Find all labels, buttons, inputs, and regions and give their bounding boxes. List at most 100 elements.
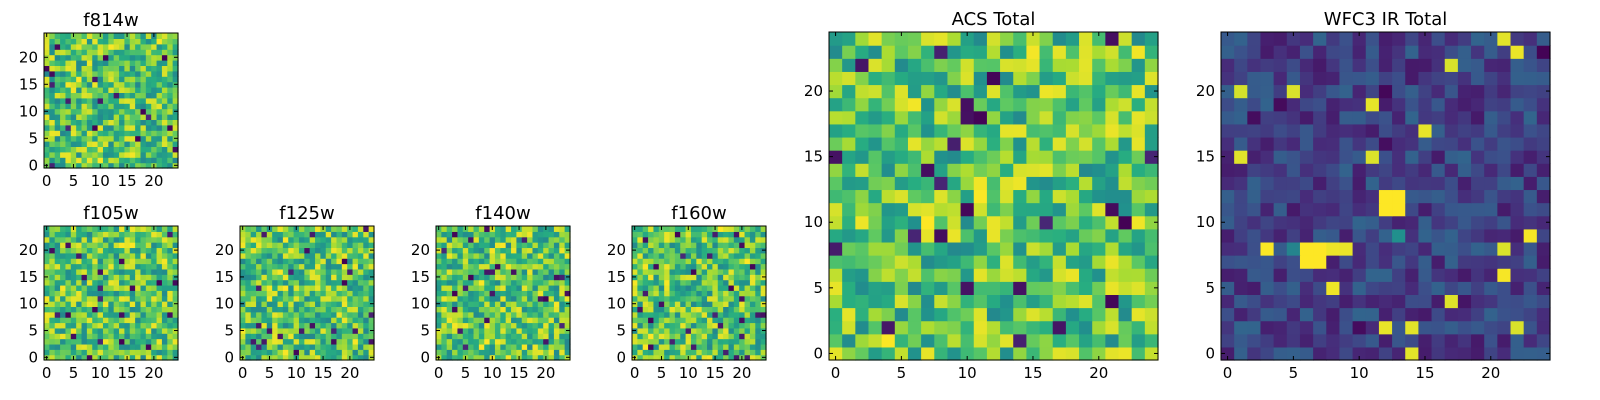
heatmap-cell xyxy=(446,295,453,302)
heatmap-cell xyxy=(947,294,962,309)
heatmap-cell xyxy=(277,284,284,291)
heatmap-cell xyxy=(516,247,523,254)
heatmap-cell xyxy=(1484,71,1498,86)
heatmap-cell xyxy=(527,247,534,254)
heatmap-cell xyxy=(1092,84,1106,99)
heatmap-cell xyxy=(97,290,104,297)
heatmap-cell xyxy=(484,252,491,259)
heatmap-cell xyxy=(717,242,724,249)
heatmap-cell xyxy=(1536,150,1551,164)
heatmap-cell xyxy=(921,58,935,72)
heatmap-cell xyxy=(1052,268,1067,282)
heatmap-cell xyxy=(680,247,687,254)
heatmap-cell xyxy=(921,189,935,204)
heatmap-cell xyxy=(76,322,83,329)
heatmap-cell xyxy=(135,38,142,45)
heatmap-cell xyxy=(1484,110,1498,125)
heatmap-cell xyxy=(357,317,364,324)
heatmap-cell xyxy=(1273,333,1288,348)
y-tick-label: 5 xyxy=(28,129,38,147)
heatmap-cell xyxy=(245,333,252,340)
heatmap-cell xyxy=(733,279,740,286)
heatmap-cell xyxy=(282,322,289,329)
heatmap-cell xyxy=(868,176,883,191)
heatmap-cell xyxy=(755,354,762,361)
heatmap-cell xyxy=(473,333,480,340)
heatmap-cell xyxy=(717,338,724,345)
heatmap-cell xyxy=(1339,71,1354,86)
heatmap-cell xyxy=(680,327,687,334)
heatmap-cell xyxy=(129,146,136,153)
heatmap-cell xyxy=(907,228,922,243)
heatmap-cell xyxy=(124,274,131,281)
heatmap-cell xyxy=(527,327,534,334)
heatmap-cell xyxy=(960,150,975,164)
heatmap-cell xyxy=(161,124,168,131)
heatmap-cell xyxy=(1497,45,1512,59)
heatmap-cell xyxy=(1260,110,1275,125)
heatmap-cell xyxy=(76,97,83,104)
heatmap-cell xyxy=(250,290,257,297)
heatmap-cell xyxy=(256,317,263,324)
heatmap-cell xyxy=(749,295,756,302)
heatmap-cell xyxy=(1026,294,1041,309)
heatmap-cell xyxy=(934,32,949,46)
heatmap-cell xyxy=(462,268,469,275)
heatmap-cell xyxy=(325,263,332,270)
heatmap-cell xyxy=(1092,136,1106,151)
heatmap-cell xyxy=(947,268,962,282)
heatmap-cell xyxy=(76,103,83,110)
heatmap-cell xyxy=(363,301,370,307)
heatmap-cell xyxy=(65,295,72,302)
heatmap-cell xyxy=(468,236,475,243)
heatmap-cell xyxy=(161,327,168,334)
heatmap-cell xyxy=(685,322,692,329)
heatmap-cell xyxy=(749,311,756,318)
heatmap-cell xyxy=(135,231,142,238)
heatmap-cell xyxy=(282,343,289,350)
heatmap-cell xyxy=(527,263,534,270)
heatmap-cell xyxy=(1118,228,1133,243)
heatmap-cell xyxy=(564,236,571,243)
heatmap-cell xyxy=(102,279,109,286)
heatmap-cell xyxy=(277,242,284,249)
heatmap-cell xyxy=(1536,281,1551,295)
heatmap-cell xyxy=(658,349,665,356)
heatmap-cell xyxy=(172,258,179,265)
heatmap-cell xyxy=(1471,346,1485,361)
heatmap-cell xyxy=(489,231,496,238)
heatmap-cell xyxy=(674,349,681,356)
heatmap-cell xyxy=(537,252,544,259)
heatmap-cell xyxy=(452,327,459,334)
heatmap-cell xyxy=(92,274,99,281)
heatmap-cell xyxy=(320,317,327,324)
heatmap-cell xyxy=(653,343,660,350)
heatmap-cell xyxy=(1052,110,1067,125)
heatmap-cell xyxy=(500,290,507,297)
heatmap-cell xyxy=(669,322,676,329)
heatmap-cell xyxy=(733,338,740,345)
heatmap-cell xyxy=(167,33,174,39)
heatmap-cell xyxy=(113,43,120,50)
heatmap-cell xyxy=(947,150,962,164)
heatmap-cell xyxy=(341,236,348,243)
heatmap-cell xyxy=(108,146,115,153)
heatmap-cell xyxy=(309,317,316,324)
heatmap-cell xyxy=(1418,150,1433,164)
heatmap-cell xyxy=(1523,58,1538,72)
heatmap-cell xyxy=(548,268,555,275)
heatmap-cell xyxy=(1273,97,1288,112)
heatmap-cell xyxy=(452,343,459,350)
heatmap-cell xyxy=(1131,346,1146,361)
heatmap-cell xyxy=(172,236,179,243)
panel-title: f160w xyxy=(671,203,726,224)
heatmap-cell xyxy=(648,268,655,275)
heatmap-cell xyxy=(1013,281,1027,295)
heatmap-cell xyxy=(315,247,321,254)
heatmap-cell xyxy=(632,295,638,302)
heatmap-cell xyxy=(156,284,163,291)
heatmap-cell xyxy=(1247,320,1262,335)
heatmap-cell xyxy=(717,252,724,259)
heatmap-cell xyxy=(653,284,660,291)
